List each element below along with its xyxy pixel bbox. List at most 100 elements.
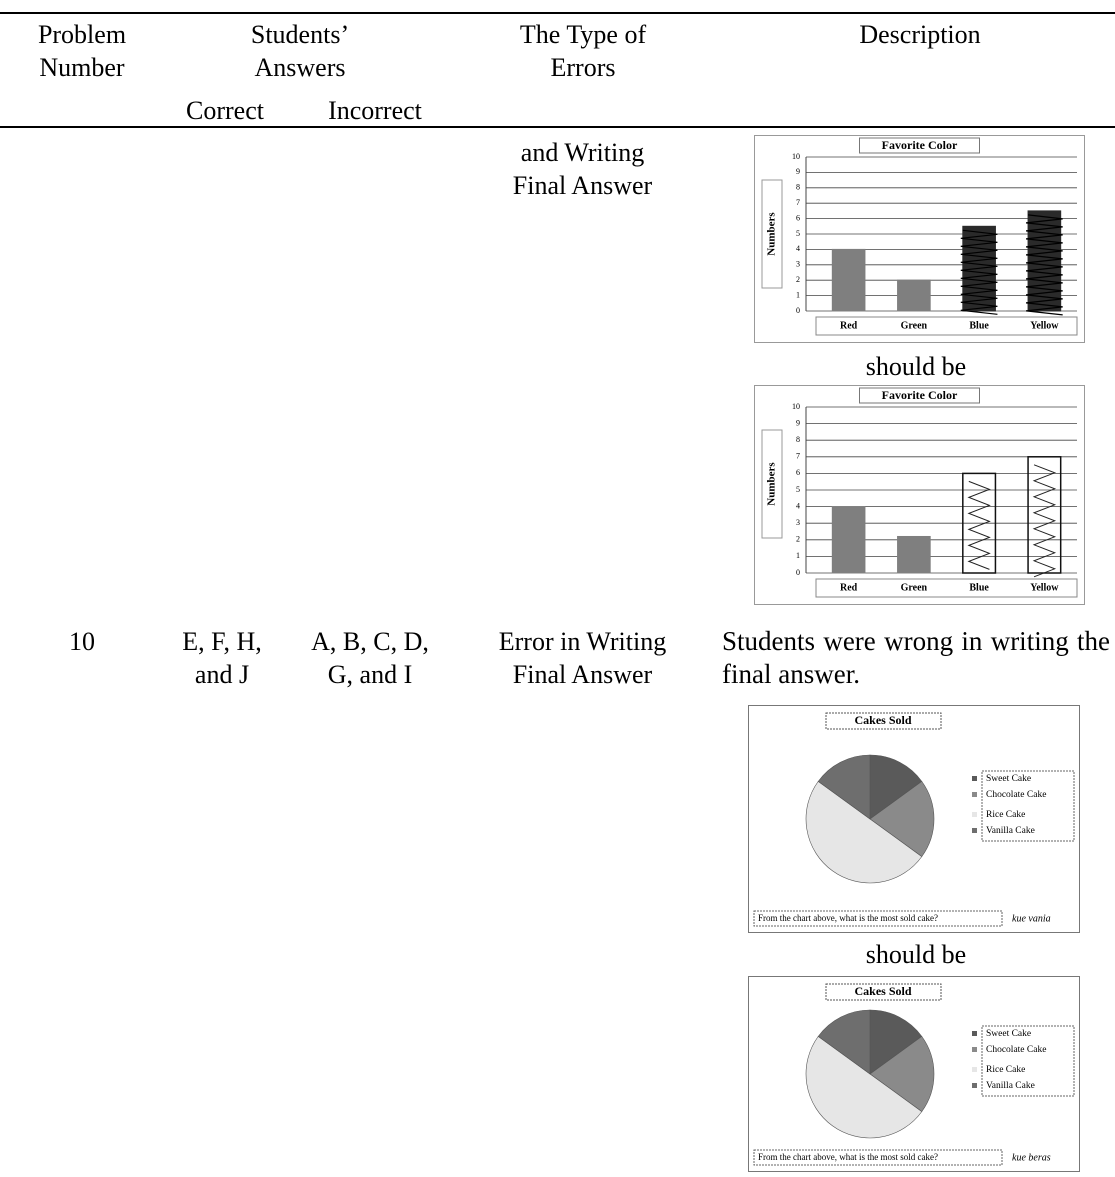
x-tick-label: Blue [969,582,989,593]
incorrect-students: A, B, C, D, G, and I [311,627,429,689]
correct-students: E, F, H, and J [182,627,262,689]
y-tick-label: 4 [796,501,800,510]
bar [831,506,866,574]
y-tick-label: 8 [796,435,800,444]
legend-label: Chocolate Cake [986,1045,1046,1055]
legend-label: Vanilla Cake [986,826,1035,836]
pie-slice [869,1009,923,1075]
y-tick-label: 8 [796,183,800,192]
y-tick-label: 6 [796,213,800,222]
header-incorrect: Incorrect [328,96,422,125]
title-box [859,387,980,404]
y-label: Numbers [766,212,778,256]
legend-swatch [972,776,977,781]
category-box [815,316,1078,336]
pie-slice [805,1035,923,1139]
header-students-answers: Students’ Answers [250,20,350,82]
top-rule [0,12,1115,14]
pie-slice [869,754,923,820]
y-label-box [761,179,783,289]
y-tick-label: 7 [796,452,800,461]
y-tick-label: 2 [796,275,800,284]
zigzag [1032,464,1057,578]
y-tick-label: 4 [796,244,800,253]
figure-title: Cakes Sold [854,984,911,998]
x-tick-label: Red [840,582,858,593]
connector: should be [865,352,967,381]
figure-title: Favorite Color [882,388,958,402]
question-box [753,1149,1003,1166]
y-tick-label: 10 [792,152,800,161]
legend-swatch [972,1083,977,1088]
pie-slice [817,754,871,820]
y-tick-label: 5 [796,229,800,238]
figure-title: Cakes Sold [854,713,911,727]
y-tick-label: 0 [796,568,800,577]
title-box [859,137,980,154]
category-box [815,578,1078,598]
scribble [1025,214,1063,316]
legend-box [981,1025,1075,1097]
bar [897,279,931,312]
figure: Cakes Sold Sweet Cake Chocolate Cake Rice C… [748,976,1080,1172]
y-tick-label: 9 [796,167,800,176]
legend-label: Sweet Cake [986,1029,1031,1039]
pie-slice [869,1035,935,1113]
pie-slice [805,780,923,884]
problem-number: 10 [69,627,95,656]
error-type: and Writing Final Answer [512,138,653,200]
x-tick-label: Blue [969,320,989,331]
pie-slice [817,1009,871,1075]
x-tick-label: Green [901,582,928,593]
scribble [960,229,998,315]
y-tick-label: 3 [796,518,800,527]
legend-label: Rice Cake [986,810,1025,820]
header-problem-number: Problem Number [37,20,127,82]
question-box [753,910,1003,927]
y-tick-label: 3 [796,260,800,269]
zigzag [967,480,991,570]
y-tick-label: 1 [796,551,800,560]
header-correct: Correct [186,96,264,125]
pie-slice [869,780,935,858]
question: From the chart above, what is the most s… [758,913,938,923]
y-label: Numbers [766,462,778,506]
legend-box [981,770,1075,842]
x-tick-label: Yellow [1030,320,1059,331]
legend-swatch [972,1067,977,1072]
legend-label: Vanilla Cake [986,1081,1035,1091]
figure: Cakes Sold Sweet Cake Chocolate Cake Rice C… [748,705,1080,933]
handwritten-answer: kue beras [1012,1152,1051,1163]
legend-swatch [972,792,977,797]
y-tick-label: 6 [796,468,800,477]
figure: Favorite Color Numbers 0 1 2 3 4 5 6 7 8 9 10 Red Gree… [754,135,1085,343]
legend-label: Chocolate Cake [986,790,1046,800]
header-rule [0,126,1115,128]
y-label-box [761,429,783,539]
legend-label: Rice Cake [986,1065,1025,1075]
legend-swatch [972,812,977,817]
y-tick-label: 1 [796,290,800,299]
figure: Favorite Color Numbers 0 1 2 3 4 5 6 7 8 9 10 Red Gree… [754,385,1085,605]
y-tick-label: 2 [796,535,800,544]
title-box [825,983,942,1001]
legend-label: Sweet Cake [986,774,1031,784]
y-tick-label: 0 [796,306,800,315]
legend-swatch [972,828,977,833]
legend-swatch [972,1031,977,1036]
error-type: Error in Writing Final Answer [498,627,667,689]
header-description: Description [859,20,981,49]
legend-swatch [972,1047,977,1052]
y-tick-label: 5 [796,485,800,494]
handwritten-answer: kue vania [1012,913,1051,924]
question: From the chart above, what is the most s… [758,1152,938,1162]
title-box [825,712,942,730]
x-tick-label: Red [840,320,858,331]
bar [831,248,866,312]
header-error-type: The Type of Errors [519,20,647,82]
y-tick-label: 7 [796,198,800,207]
bar [962,472,997,574]
y-tick-label: 9 [796,418,800,427]
x-tick-label: Yellow [1030,582,1059,593]
